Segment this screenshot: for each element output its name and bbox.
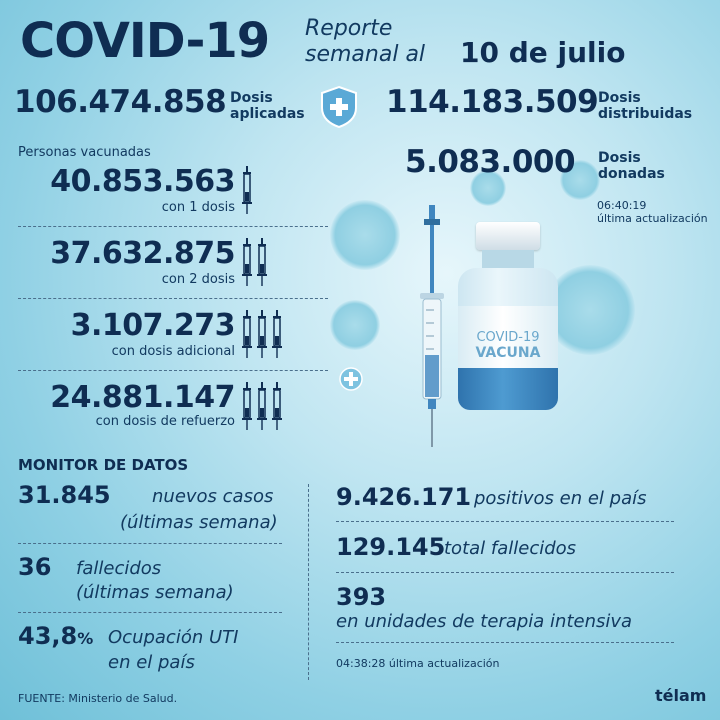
distributed-doses-label-1: Dosis — [598, 90, 641, 106]
monitor-update-time: 04:38:28 — [336, 657, 386, 670]
vaccinated-1-value: 40.853.563 — [50, 164, 235, 199]
virus-decoration-icon — [545, 265, 635, 355]
subtitle-line1: Reporte — [305, 16, 393, 41]
deaths-label-1: fallecidos — [76, 558, 162, 579]
vaccine-vial-icon: COVID-19 VACUNA — [458, 222, 558, 412]
divider — [18, 543, 282, 544]
vaccinated-2-label: con 2 dosis — [161, 272, 235, 287]
positives-value: 9.426.171 — [336, 483, 472, 511]
syringe-icon — [272, 310, 282, 358]
doses-update-label: última actualización — [597, 212, 708, 225]
divider — [336, 642, 674, 643]
vaccinated-4-value: 24.881.147 — [50, 380, 235, 415]
divider — [336, 521, 674, 522]
virus-decoration-icon — [330, 200, 400, 270]
deaths-label-2: (últimas semana) — [76, 582, 234, 603]
new-cases-label-2: (últimas semana) — [120, 512, 278, 533]
syringe-icon — [257, 382, 267, 430]
icu-units-label: en unidades de terapia intensiva — [336, 611, 633, 632]
divider — [336, 572, 674, 573]
report-date: 10 de julio — [460, 36, 626, 69]
virus-plus-icon — [339, 367, 363, 391]
vaccinated-3-value: 3.107.273 — [70, 308, 236, 343]
vaccinated-1-label: con 1 dosis — [161, 200, 235, 215]
applied-doses-label-2: aplicadas — [230, 106, 305, 122]
subtitle-line2: semanal al — [305, 42, 426, 67]
positives-label: positivos en el país — [474, 488, 647, 509]
total-deaths-label: total fallecidos — [444, 538, 577, 559]
deaths-value: 36 — [18, 553, 52, 581]
icu-occupancy-value: 43,8% — [18, 622, 93, 650]
donated-doses-label-1: Dosis — [598, 150, 641, 166]
shield-icon — [321, 85, 357, 129]
vaccinated-2-value: 37.632.875 — [50, 236, 235, 271]
syringe-group-2 — [240, 238, 270, 290]
monitor-heading: MONITOR DE DATOS — [18, 456, 189, 474]
syringe-group-3 — [240, 310, 285, 362]
new-cases-label-1: nuevos casos — [152, 486, 274, 507]
vaccinated-heading: Personas vacunadas — [18, 145, 151, 160]
donated-doses-label-2: donadas — [598, 166, 665, 182]
icu-units-value: 393 — [336, 583, 387, 611]
distributed-doses-label-2: distribuidas — [598, 106, 693, 122]
syringe-icon — [272, 382, 282, 430]
icu-occupancy-label-2: en el país — [108, 652, 195, 673]
icu-occupancy-pct: % — [77, 629, 94, 648]
syringe-icon — [242, 310, 252, 358]
brand-logo: télam — [655, 686, 707, 705]
vaccinated-3-label: con dosis adicional — [111, 344, 235, 359]
syringe-icon — [242, 382, 252, 430]
virus-decoration-icon — [470, 170, 506, 206]
syringe-icon — [242, 238, 252, 286]
applied-doses-value: 106.474.858 — [14, 84, 227, 120]
syringe-icon — [242, 166, 252, 214]
applied-doses-label-1: Dosis — [230, 90, 273, 106]
vial-line1: COVID-19 — [476, 330, 540, 345]
divider — [18, 370, 328, 371]
new-cases-value: 31.845 — [18, 481, 111, 509]
monitor-update-label: última actualización — [388, 657, 500, 670]
syringe-illustration-icon — [420, 205, 444, 447]
syringe-icon — [257, 310, 267, 358]
divider — [18, 612, 282, 613]
donated-doses-value: 5.083.000 — [405, 144, 576, 180]
syringe-group-4 — [240, 382, 285, 434]
icu-occupancy-label-1: Ocupación UTI — [108, 627, 239, 648]
vertical-divider — [308, 484, 309, 680]
divider — [18, 226, 328, 227]
page-title: COVID-19 — [20, 13, 270, 69]
vial-line2: VACUNA — [475, 345, 541, 361]
virus-decoration-icon — [330, 300, 380, 350]
vaccinated-4-label: con dosis de refuerzo — [95, 414, 235, 429]
total-deaths-value: 129.145 — [336, 533, 446, 561]
syringe-icon — [257, 238, 267, 286]
icu-occupancy-number: 43,8 — [18, 622, 78, 650]
divider — [18, 298, 328, 299]
source-note: FUENTE: Ministerio de Salud. — [18, 692, 178, 705]
doses-update-time: 06:40:19 — [597, 199, 647, 212]
virus-decoration-icon — [560, 160, 600, 200]
syringe-group-1 — [240, 166, 255, 218]
distributed-doses-value: 114.183.509 — [386, 84, 599, 120]
